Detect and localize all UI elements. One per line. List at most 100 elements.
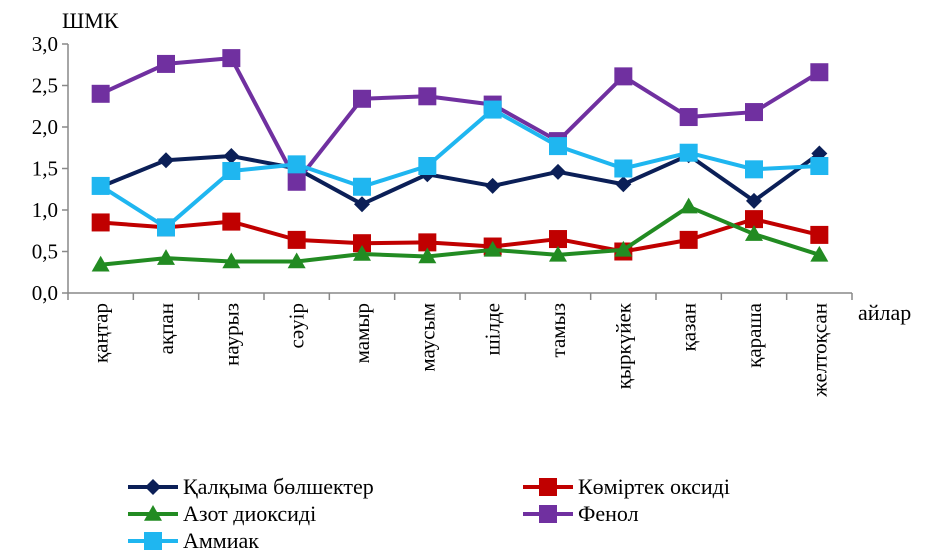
y-tick-label: 2,5 — [32, 74, 58, 98]
data-point — [614, 240, 633, 257]
series-line — [100, 217, 820, 254]
legend-item: Аммиак — [128, 528, 259, 553]
legend-marker — [539, 478, 557, 496]
data-point — [810, 225, 829, 244]
x-axis-ticks: қаңтар ақпан наурыз сәуір мамыр маусым шілде та… — [67, 293, 853, 398]
y-axis-title: ШМК — [62, 8, 119, 33]
data-point — [810, 157, 829, 176]
legend-label: Фенол — [578, 501, 639, 526]
series-line — [99, 107, 820, 230]
data-point — [91, 84, 110, 103]
data-point — [353, 234, 371, 253]
series-4 — [91, 49, 829, 191]
data-point — [287, 230, 306, 249]
legend-marker — [539, 505, 557, 523]
series-1 — [92, 145, 828, 213]
data-point — [615, 176, 632, 193]
x-tick-label: қыркүйек — [611, 302, 635, 389]
x-tick-label: маусым — [415, 303, 439, 372]
data-point — [222, 161, 241, 180]
y-axis-ticks: 0,0 0,5 1,0 1,5 2,0 2,5 3,0 — [32, 32, 68, 305]
data-point — [287, 155, 306, 174]
data-point — [483, 240, 502, 257]
data-point — [614, 159, 633, 178]
data-point — [614, 67, 633, 86]
x-axis-title: айлар — [858, 300, 911, 325]
legend-item: Азот диоксиді — [128, 501, 316, 526]
series-2 — [91, 210, 829, 261]
legend-label: Қалқыма бөлшектер — [183, 474, 374, 499]
data-point — [679, 230, 698, 249]
data-point — [746, 192, 762, 209]
y-tick-label: 1,5 — [32, 157, 58, 181]
x-tick-label: желтоқсан — [807, 303, 831, 398]
data-point — [91, 255, 110, 272]
legend-marker — [144, 505, 162, 521]
x-tick-label: қараша — [742, 302, 766, 368]
data-point — [287, 252, 306, 269]
legend-marker — [145, 479, 161, 495]
data-point — [353, 89, 371, 108]
series-line — [99, 151, 821, 207]
series-group — [91, 49, 829, 272]
data-point — [157, 218, 175, 237]
data-point — [158, 152, 174, 169]
legend-item: Қалқыма бөлшектер — [128, 474, 374, 499]
legend: Қалқыма бөлшектер Көміртек оксиді Азот дио… — [128, 474, 730, 553]
legend-label: Көміртек оксиді — [578, 474, 730, 499]
y-tick-label: 2,0 — [32, 115, 58, 139]
series-line — [99, 56, 821, 184]
x-tick-label: қаңтар — [89, 303, 113, 363]
legend-label: Аммиак — [183, 528, 259, 553]
data-point — [418, 87, 437, 106]
data-point — [157, 249, 175, 265]
legend-label: Азот диоксиді — [183, 501, 316, 526]
plot-area: 0,0 0,5 1,0 1,5 2,0 2,5 3,0 қаңтар ақпан наурыз с… — [32, 32, 853, 398]
data-point — [679, 108, 698, 127]
legend-item: Көміртек оксиді — [523, 474, 730, 499]
x-tick-label: сәуір — [285, 303, 309, 348]
data-point — [354, 196, 370, 213]
data-point — [222, 49, 241, 68]
data-point — [810, 245, 829, 262]
data-point — [418, 247, 437, 264]
x-tick-label: тамыз — [546, 303, 570, 357]
data-point — [223, 148, 240, 165]
y-tick-label: 0,5 — [32, 240, 58, 264]
series-line — [100, 204, 820, 267]
data-point — [418, 157, 437, 176]
data-point — [222, 212, 241, 231]
data-point — [550, 163, 566, 180]
y-tick-label: 0,0 — [32, 281, 58, 305]
data-point — [483, 100, 502, 119]
data-point — [549, 137, 567, 156]
data-point — [679, 197, 698, 214]
data-point — [353, 177, 371, 196]
series-5 — [91, 100, 829, 237]
x-tick-label: ақпан — [154, 303, 178, 354]
data-point — [810, 63, 829, 82]
data-point — [91, 213, 110, 232]
data-point — [353, 244, 371, 261]
series-3 — [91, 197, 829, 272]
data-point — [287, 172, 306, 191]
x-tick-label: шілде — [481, 303, 505, 356]
data-point — [745, 210, 763, 229]
y-tick-label: 1,0 — [32, 198, 58, 222]
data-point — [222, 252, 241, 269]
data-point — [157, 54, 175, 73]
data-point — [418, 233, 437, 252]
legend-marker — [144, 532, 162, 550]
data-point — [679, 143, 698, 162]
y-tick-label: 3,0 — [32, 32, 58, 56]
data-point — [91, 176, 110, 195]
x-tick-label: мамыр — [350, 303, 374, 363]
data-point — [484, 177, 501, 194]
legend-item: Фенол — [523, 501, 639, 526]
data-point — [745, 160, 763, 179]
x-tick-label: қазан — [677, 303, 701, 351]
data-point — [745, 225, 763, 241]
data-point — [549, 245, 567, 262]
data-point — [745, 103, 763, 122]
